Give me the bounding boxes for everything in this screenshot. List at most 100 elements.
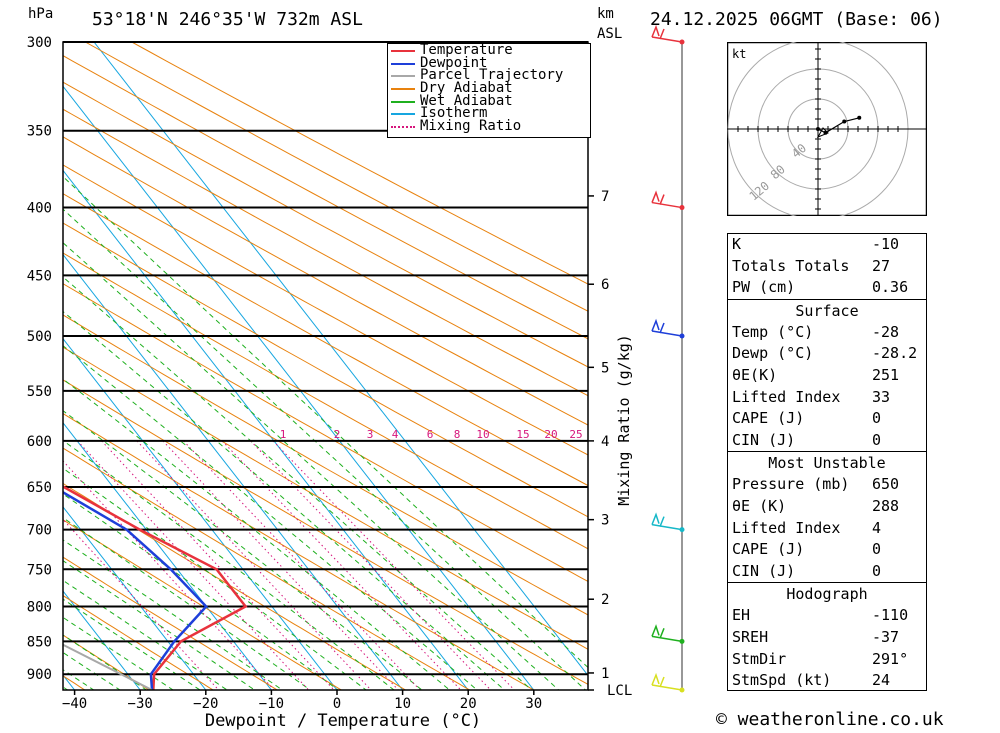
index-value: 0 [872,540,882,559]
mixing-ratio-label: 15 [516,428,529,441]
dry-adiabat-line [63,81,588,368]
wind-barb [651,190,683,209]
dry-adiabat-line [63,447,470,690]
legend-item: Temperature [388,42,590,58]
index-label: Lifted Index [732,518,841,537]
mixing-ratio-line [162,440,399,690]
index-label: θE (K) [732,496,787,515]
wind-barb-flag [651,190,665,205]
mixing-ratio-line [272,440,515,690]
wind-barb [651,512,683,531]
mixing-ratio-label: 2 [334,428,341,441]
wind-barb [651,318,683,337]
pressure-tick-label: 750 [27,562,52,578]
index-value: 24 [872,671,891,690]
mixing-ratio-label: 1 [280,428,287,441]
index-value: 0.36 [872,278,909,297]
index-label: SREH [732,627,769,646]
wind-barb [651,672,683,691]
wind-barb-shaft [651,330,683,337]
isotherm-line [63,506,207,690]
x-tick-label: −30 [128,696,153,712]
hodograph-point [816,127,820,131]
index-value: 0 [872,409,882,428]
dry-adiabat-line [63,482,406,690]
legend-item: Wet Adiabat [388,92,590,109]
table-row: PW (cm) 0.36 [728,277,926,299]
surface-title: Surface [728,298,926,322]
table-row: SREH -37 [728,627,926,649]
index-label: θE(K) [732,365,778,384]
series-line-dewpoint [63,490,208,690]
wet-adiabat-line [63,616,175,690]
wet-adiabat-line [63,208,587,690]
wet-adiabat-line [63,579,229,690]
indices-table: K -10 Totals Totals 27 PW (cm) 0.36 Surface… [727,233,927,691]
location-title: 53°18'N 246°35'W 732m ASL [92,9,363,30]
index-value: 0 [872,430,882,449]
legend-label: Wet Adiabat [420,92,513,109]
wind-barb-flag [651,624,665,639]
isotherm-line [63,85,535,690]
dry-adiabat-line [63,634,150,690]
dry-adiabat-line [0,42,21,690]
table-row: Temp (°C) -28 [728,322,926,344]
most-unstable-title: Most Unstable [728,451,926,474]
wind-barb-flag [651,24,665,40]
hodograph-title: Hodograph [728,582,926,605]
index-label: PW (cm) [732,278,796,297]
index-value: 4 [872,518,882,537]
table-row: CIN (J) 0 [728,561,926,583]
index-label: CAPE (J) [732,409,805,428]
mixing-ratio-axis-label: Mixing Ratio (g/kg) [615,334,633,506]
wind-barb [651,624,683,643]
index-value: 33 [872,387,891,406]
index-label: Totals Totals [732,256,850,275]
x-tick-label: −10 [259,696,284,712]
index-label: StmSpd (kt) [732,671,832,690]
dry-adiabat-line [63,164,588,456]
legend-label: Temperature [420,42,513,58]
wind-barb-shaft [651,523,683,531]
index-label: CAPE (J) [732,540,805,559]
x-tick-label: 30 [525,696,542,712]
table-row: EH -110 [728,605,926,627]
km-tick-label: 5 [601,360,609,376]
legend-item: Isotherm [388,106,590,120]
isotherm-line [63,253,403,690]
wind-barb-shaft [651,635,683,643]
pressure-tick-label: 800 [27,599,52,615]
plot-frame [62,41,589,691]
legend-label: Dewpoint [420,54,488,71]
index-label: Lifted Index [732,387,841,406]
mixing-ratio-label: 3 [367,428,374,441]
dry-adiabat-line [63,595,214,690]
wet-adiabat-line [63,175,588,669]
hodograph-point [857,115,862,120]
wind-barb-flag [651,318,665,334]
table-row: CAPE (J) 0 [728,539,926,561]
asl-label: ASL [597,26,623,42]
wet-adiabat-line [63,493,339,690]
dry-adiabat-line [63,519,342,690]
legend-item: Parcel Trajectory [388,68,590,82]
pressure-tick-label: 350 [27,124,52,140]
dry-adiabat-line [63,252,588,550]
hodograph-point [842,119,847,124]
mixing-ratio-line [63,460,275,690]
wind-barb-shaft [651,684,683,691]
index-label: EH [732,606,751,625]
index-value: 27 [872,256,891,275]
x-tick-label: −40 [62,696,87,712]
x-axis-label: Dewpoint / Temperature (°C) [205,711,481,731]
dry-adiabat-line [63,222,588,518]
km-label: km [597,6,614,22]
table-row: CAPE (J) 0 [728,408,926,430]
index-label: CIN (J) [732,430,796,449]
legend-item: Dry Adiabat [388,81,590,95]
pressure-tick-label: 700 [27,523,52,539]
mixing-ratio-line [221,440,462,690]
copyright[interactable]: © weatheronline.co.uk [716,709,944,730]
wet-adiabat-line [63,651,121,690]
